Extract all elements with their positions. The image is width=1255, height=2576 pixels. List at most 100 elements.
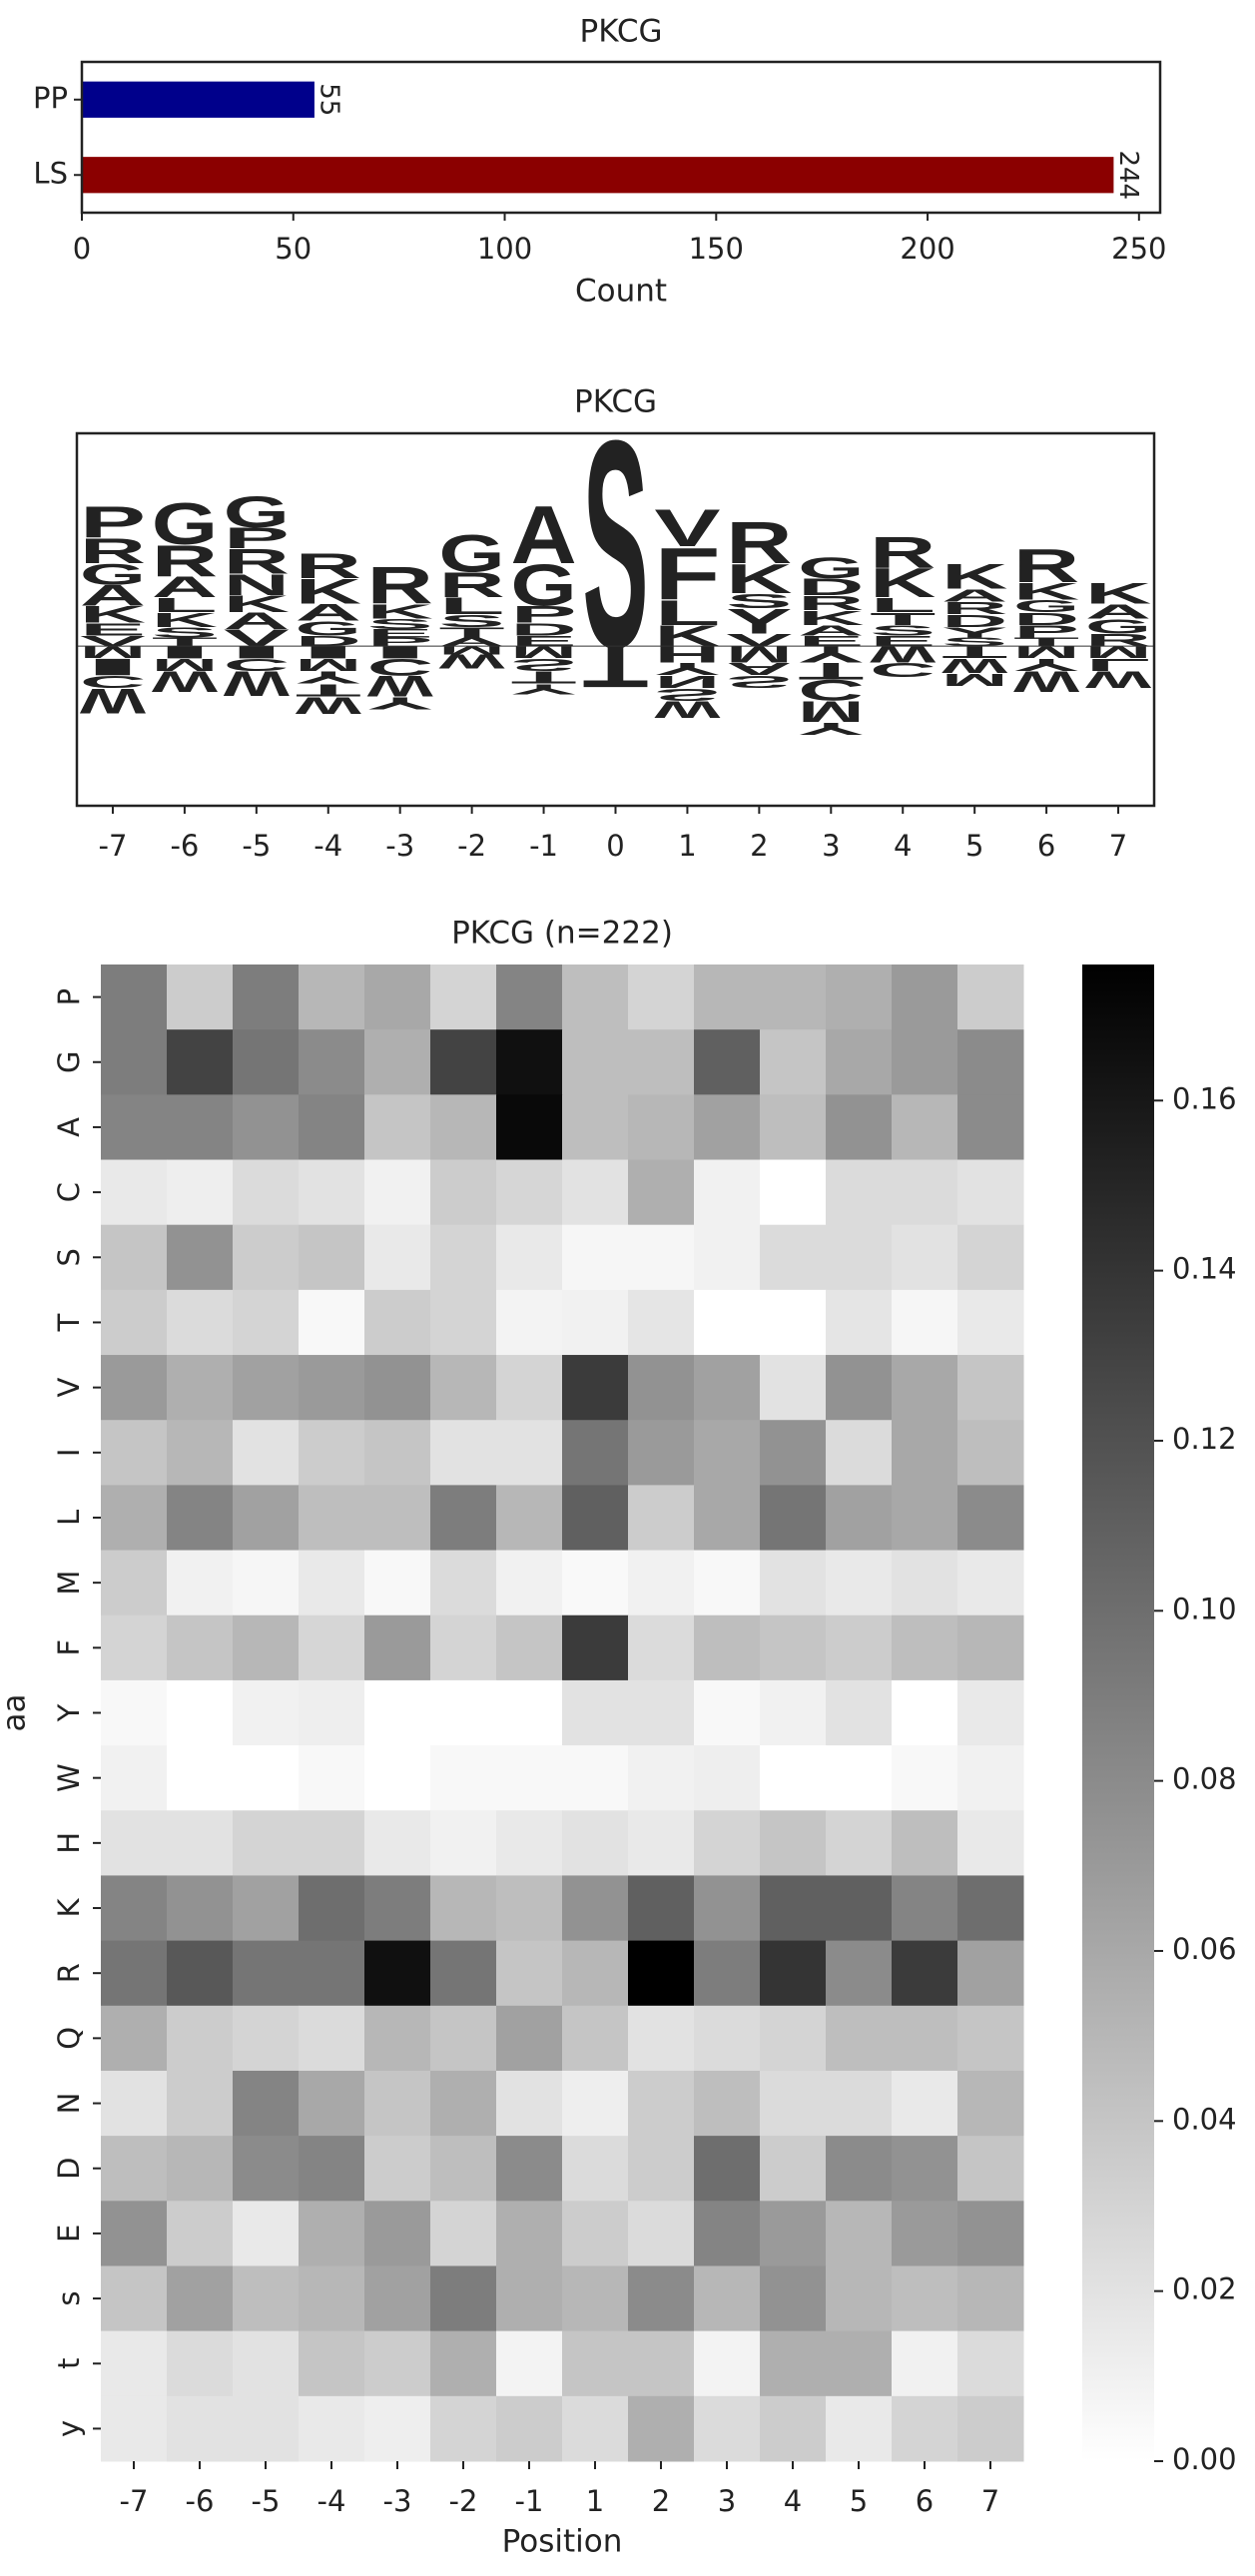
logo-letter: M [510, 642, 576, 662]
logo-letter: G [80, 558, 146, 591]
heatmap-cell [957, 965, 1024, 1030]
heatmap-cell [496, 1224, 563, 1291]
x-tick-label: -2 [457, 829, 486, 863]
heatmap-cell [430, 2005, 497, 2072]
heatmap-cell [299, 1810, 365, 1876]
heatmap-cell [101, 965, 168, 1030]
colorbar-tick-label: 0.12 [1172, 1422, 1237, 1456]
y-tick-label: L [52, 1510, 86, 1526]
heatmap-cell [299, 1679, 365, 1746]
logo-letter: T [941, 642, 1007, 662]
heatmap-cell [299, 1550, 365, 1616]
heatmap-cell [101, 1810, 168, 1876]
heatmap-cell [101, 1029, 168, 1095]
y-tick-label: T [52, 1313, 86, 1332]
logo-letter: P [367, 636, 433, 649]
heatmap-cell [694, 2330, 761, 2397]
heatmap-cell [760, 1614, 827, 1681]
heatmap-cell [496, 1289, 563, 1356]
heatmap-cell [628, 2005, 695, 2072]
heatmap-cell [760, 2395, 827, 2462]
heatmap-cell [167, 1875, 234, 1942]
heatmap-cell [364, 2136, 431, 2202]
heatmap-cell [826, 2136, 893, 2202]
heatmap-cell [299, 1940, 365, 2007]
y-tick-label: W [52, 1763, 86, 1792]
heatmap-cell [233, 2201, 300, 2266]
heatmap-cell [760, 965, 827, 1030]
heatmap-cell [760, 1485, 827, 1552]
heatmap-cell [364, 1355, 431, 1421]
heatmap-cell [694, 1159, 761, 1226]
heatmap-cell [364, 2330, 431, 2397]
x-tick-label: 2 [750, 829, 768, 863]
value-label: 55 [314, 83, 343, 116]
y-tick-label: s [52, 2291, 86, 2306]
heatmap-cell [167, 1355, 234, 1421]
heatmap-cell [826, 1289, 893, 1356]
heatmap-cell [826, 1550, 893, 1616]
logo-letter: W [654, 696, 720, 722]
heatmap-cell [430, 2201, 497, 2266]
heatmap-cell [299, 2265, 365, 2332]
logo-letter: R [224, 542, 290, 582]
logo-letter: K [726, 556, 793, 602]
x-tick-label: -5 [252, 2484, 281, 2518]
heatmap-cell [233, 965, 300, 1030]
heatmap-cell [826, 1420, 893, 1486]
heatmap-cell [430, 1550, 497, 1616]
logo-letter: S [510, 655, 576, 675]
heatmap-cell [233, 2070, 300, 2137]
heatmap-cell [430, 2070, 497, 2137]
heatmap-cell [299, 1289, 365, 1356]
logo-letter: A [224, 608, 290, 634]
x-axis-label: Position [502, 2524, 623, 2560]
heatmap-cell [101, 2395, 168, 2462]
heatmap-cell [694, 1679, 761, 1746]
heatmap-cell [233, 1159, 300, 1226]
heatmap-cell [167, 1550, 234, 1616]
heatmap-cell [957, 1485, 1024, 1552]
heatmap-cell [299, 1614, 365, 1681]
heatmap-cell [364, 1614, 431, 1681]
x-tick-label: 200 [900, 232, 954, 266]
x-tick-label: 250 [1111, 232, 1166, 266]
y-tick-label: R [52, 1963, 86, 1983]
heatmap-cell [628, 1679, 695, 1746]
logo-letter: N [654, 672, 720, 692]
y-tick-label: E [52, 2225, 86, 2243]
heatmap-cell [826, 1485, 893, 1552]
heatmap-cell [694, 1355, 761, 1421]
heatmap-cell [496, 1159, 563, 1226]
heatmap-cell [957, 1745, 1024, 1811]
logo-letter: A [510, 488, 576, 580]
heatmap-cell [957, 1940, 1024, 2007]
x-tick-label: -1 [529, 829, 558, 863]
heatmap-cell [233, 1810, 300, 1876]
heatmap-cell [562, 2265, 629, 2332]
heatmap-cell [694, 2201, 761, 2266]
heatmap-cell [299, 2330, 365, 2397]
heatmap-cell [101, 1159, 168, 1226]
heatmap-cell [826, 1094, 893, 1161]
heatmap-cell [957, 2005, 1024, 2072]
heatmap-cell [233, 1224, 300, 1291]
x-tick-label: 4 [784, 2484, 802, 2518]
heatmap-cell [694, 1094, 761, 1161]
logo-letter: C [798, 674, 864, 707]
logo-letter: V [726, 630, 792, 650]
heatmap-cell [430, 1485, 497, 1552]
heatmap-cell [628, 1289, 695, 1356]
x-tick-label: -7 [99, 829, 128, 863]
axes-frame [75, 431, 1156, 808]
heatmap-cell [167, 1940, 234, 2007]
logo-letter: R [798, 591, 864, 614]
heatmap-cell [892, 1679, 958, 1746]
logo-letter: R [296, 546, 361, 586]
heatmap-cell [299, 2005, 365, 2072]
logo-letter: V [654, 499, 720, 558]
heatmap-cell [101, 2265, 168, 2332]
heatmap-cell [233, 1940, 300, 2007]
x-axis-label: Count [575, 274, 667, 310]
heatmap-cell [167, 1810, 234, 1876]
